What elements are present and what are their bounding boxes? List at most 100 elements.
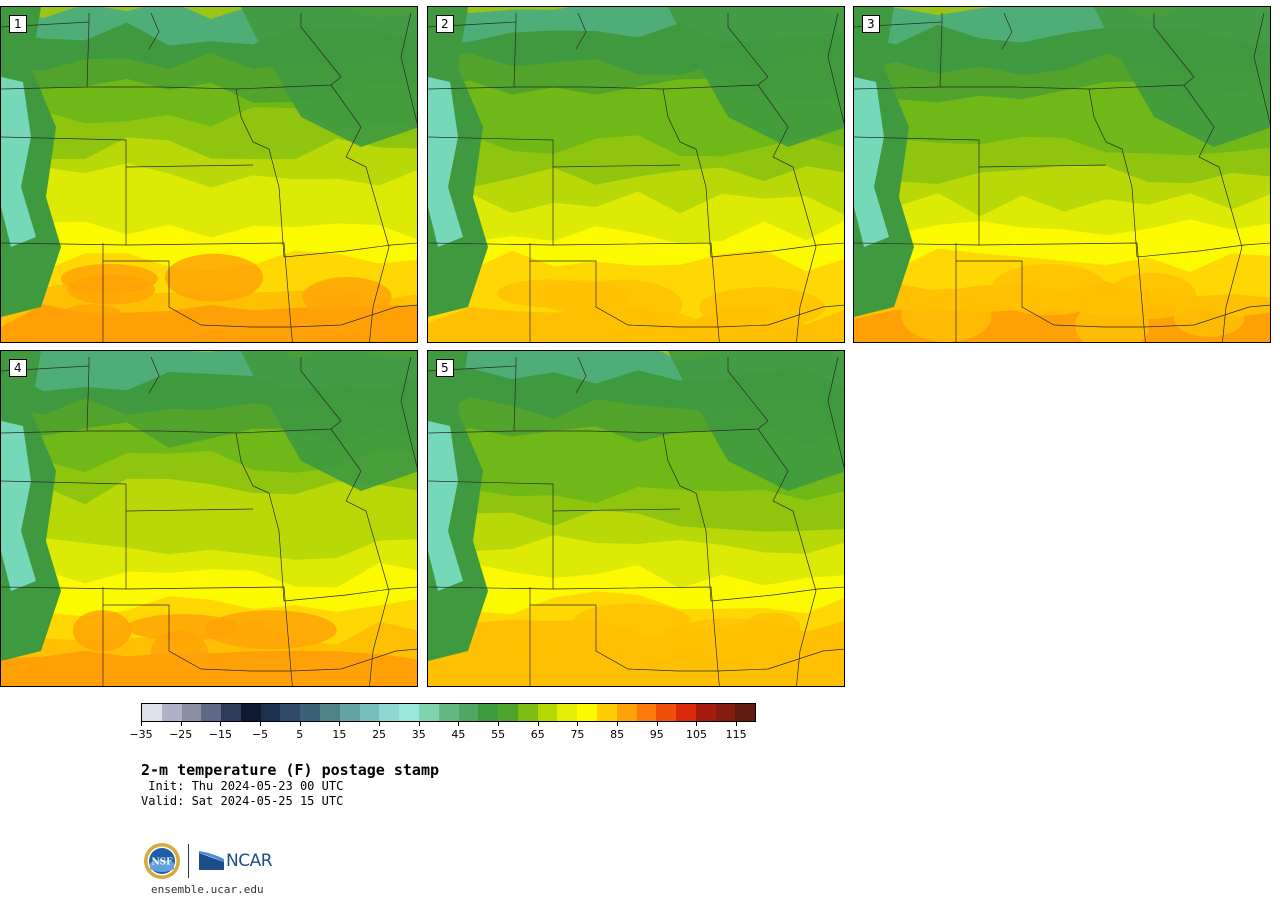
state-boundary-line: [662, 357, 769, 434]
colorbar-tick-label: 75: [570, 728, 585, 741]
colorbar-swatch: [695, 704, 716, 721]
colorbar-swatch: [715, 704, 736, 721]
ncar-logo-icon: [199, 851, 224, 870]
colorbar-swatch: [478, 704, 499, 721]
state-boundary-line: [854, 21, 943, 90]
state-boundary-line: [514, 13, 664, 90]
state-boundary-line: [796, 246, 817, 342]
state-boundary-line: [330, 84, 390, 248]
state-boundary-line: [1136, 242, 1270, 258]
state-boundary-line: [827, 356, 844, 469]
northeast-cool-area: [241, 7, 417, 147]
colorbar-swatch: [221, 704, 241, 721]
ensemble-member-label: 3: [862, 15, 880, 33]
colorbar-tick-label: 105: [685, 728, 707, 741]
temperature-field-map: [1, 351, 417, 686]
forecast-map-panel: 2: [427, 6, 845, 343]
warm-anomaly-patch: [72, 610, 132, 652]
state-boundary-line: [1222, 246, 1243, 342]
colorbar-swatch: [517, 704, 538, 721]
state-boundary-line: [87, 13, 237, 90]
ensemble-member-label: 4: [9, 359, 27, 377]
state-boundary-line: [428, 21, 517, 90]
forecast-map-panel: 1: [0, 6, 418, 343]
colorbar-tick-label: 85: [610, 728, 625, 741]
state-boundary-line: [290, 648, 417, 672]
colorbar-swatch: [280, 704, 301, 721]
state-boundary-line: [796, 590, 817, 686]
warm-anomaly-patch: [699, 287, 826, 328]
forecast-map-panel: 4: [0, 350, 418, 687]
warm-anomaly-patch: [289, 659, 377, 686]
state-boundary-line: [978, 242, 1145, 328]
state-boundary-line: [1, 21, 90, 90]
colorbar-swatch: [240, 704, 261, 721]
colorbar-swatch: [339, 704, 360, 721]
high-terrain-cool-area: [428, 421, 463, 591]
colorbar-tick-label: 115: [725, 728, 747, 741]
colorbar-ticks: −35 −25 −15 −5 5 15 25 35 45 55 65 75 85 95 105 115: [129, 722, 756, 744]
state-boundary-line: [1183, 84, 1243, 248]
state-boundary-line: [428, 480, 554, 590]
colorbar-tick-label: 5: [296, 728, 304, 741]
warm-anomaly-patch: [1107, 272, 1197, 319]
state-boundary-line: [575, 356, 587, 394]
colorbar-tick-label: −5: [251, 728, 269, 741]
colorbar-swatch: [399, 704, 419, 721]
state-boundary-line: [283, 586, 417, 602]
colorbar-tick-label: −35: [129, 728, 153, 741]
colorbar-tick-label: −25: [169, 728, 193, 741]
colorbar-swatch: [379, 704, 400, 721]
high-terrain-cool-area: [1, 421, 36, 591]
state-boundary-line: [1, 136, 127, 246]
colorbar-swatch: [676, 704, 696, 721]
state-boundary-line: [662, 432, 712, 602]
warm-anomaly-patch: [573, 603, 692, 640]
logo-divider: [188, 844, 189, 878]
state-boundary-line: [710, 242, 844, 258]
state-boundary-line: [1088, 13, 1195, 90]
state-boundary-line: [1253, 12, 1270, 125]
colorbar-tick-label: 25: [372, 728, 387, 741]
state-boundary-line: [757, 428, 817, 592]
state-boundary-line: [330, 428, 390, 592]
state-boundary-line: [940, 13, 1090, 90]
state-boundary-line: [235, 13, 342, 90]
state-boundary-line: [662, 13, 769, 90]
warm-anomaly-patch: [302, 277, 392, 318]
colorbar-swatch: [181, 704, 202, 721]
colorbar-swatch: [636, 704, 657, 721]
colorbar-swatch: [557, 704, 578, 721]
colorbar-swatch: [260, 704, 281, 721]
colorbar-swatch: [142, 704, 162, 721]
temperature-field-map: [428, 7, 844, 342]
colorbar-swatch: [656, 704, 677, 721]
state-boundary-line: [575, 12, 587, 50]
temperature-field-map: [854, 7, 1270, 342]
colorbar-swatch: [458, 704, 479, 721]
state-boundary-line: [1001, 12, 1013, 50]
state-boundary-line: [1143, 304, 1270, 328]
forecast-map-panel: 3: [853, 6, 1271, 343]
state-boundary-line: [710, 586, 844, 602]
northeast-cool-area: [668, 351, 844, 491]
state-boundary-line: [125, 586, 292, 672]
state-boundary-line: [827, 12, 844, 125]
state-boundary-line: [283, 242, 417, 258]
temperature-field-map: [428, 351, 844, 686]
sponsor-logos: NSF NCAR: [143, 842, 273, 880]
state-boundary-line: [235, 88, 285, 258]
state-boundary-line: [514, 357, 664, 434]
state-boundary-line: [662, 88, 712, 258]
colorbar-tick-label: 65: [530, 728, 545, 741]
state-boundary-line: [552, 242, 719, 328]
high-terrain-cool-area: [854, 77, 889, 247]
colorbar-tick-label: 95: [649, 728, 664, 741]
high-terrain-cool-area: [428, 77, 463, 247]
state-boundary-line: [400, 12, 417, 125]
warm-anomaly-patch: [1173, 299, 1245, 337]
state-boundary-line: [235, 357, 342, 434]
colorbar-swatch: [438, 704, 459, 721]
colorbar-tick-label: 55: [491, 728, 506, 741]
colorbar-swatch: [161, 704, 182, 721]
